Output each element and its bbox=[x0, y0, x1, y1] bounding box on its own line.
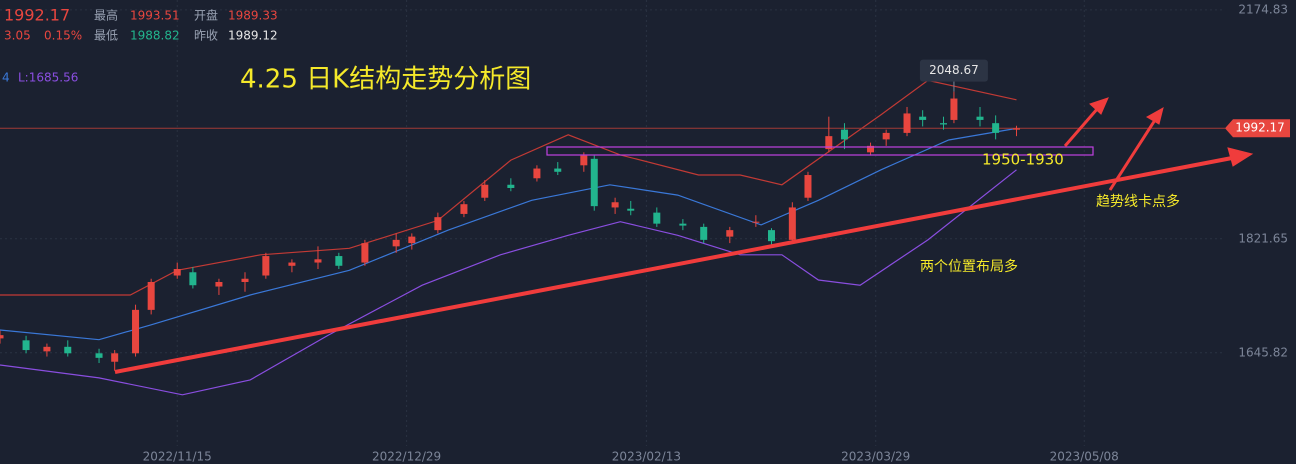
x-tick-label: 2023/03/29 bbox=[841, 450, 910, 464]
arrow-head bbox=[1089, 97, 1109, 115]
label: 最高 bbox=[94, 8, 118, 23]
low: 1988.82 bbox=[130, 29, 180, 43]
arrow-head bbox=[1227, 147, 1254, 167]
tooltip-label: 2048.67 bbox=[929, 63, 979, 77]
annotation: 趋势线卡点多 bbox=[1096, 193, 1180, 210]
candle-body bbox=[189, 272, 197, 286]
candle-body bbox=[481, 184, 489, 198]
candle-body bbox=[241, 278, 249, 282]
candle-body bbox=[392, 239, 400, 247]
zone-box bbox=[546, 146, 1094, 156]
candle-body bbox=[361, 243, 369, 263]
last-price: 1992.17 bbox=[4, 6, 70, 25]
x-tick-label: 2023/05/08 bbox=[1050, 450, 1119, 464]
candle-body bbox=[507, 184, 515, 188]
candle-body bbox=[752, 221, 760, 223]
price-tag bbox=[1225, 119, 1290, 138]
candle-body bbox=[590, 158, 598, 207]
candle-body bbox=[992, 123, 1000, 133]
candle-body bbox=[867, 145, 875, 153]
candle-body bbox=[840, 129, 848, 140]
candle-body bbox=[919, 116, 927, 120]
candle-body bbox=[580, 155, 588, 166]
indicator: 4 bbox=[2, 71, 10, 85]
open: 1989.33 bbox=[228, 9, 278, 23]
candle-body bbox=[976, 116, 984, 120]
price-tag-label: 1992.17 bbox=[1235, 121, 1285, 135]
candle-body bbox=[22, 340, 30, 351]
candle-body bbox=[940, 123, 948, 125]
candle-body bbox=[95, 353, 103, 358]
indicator: L:1685.56 bbox=[18, 71, 78, 85]
marks bbox=[0, 79, 1225, 396]
candle-body bbox=[882, 132, 890, 140]
label: 最低 bbox=[94, 29, 118, 43]
arrow bbox=[1063, 107, 1100, 147]
candle-body bbox=[950, 98, 958, 120]
candle-body bbox=[788, 207, 796, 240]
candle-body bbox=[1012, 128, 1020, 130]
tooltip-box bbox=[919, 59, 988, 82]
annotation: 两个位置布局多 bbox=[920, 258, 1018, 275]
candle-body bbox=[111, 353, 119, 362]
candle-body bbox=[43, 346, 51, 352]
candle-body bbox=[627, 208, 635, 211]
candle-body bbox=[0, 335, 4, 339]
candle-body bbox=[653, 212, 661, 224]
candle-body bbox=[679, 223, 687, 226]
y-tick-label: 2174.83 bbox=[1238, 2, 1288, 16]
candle-body bbox=[408, 236, 416, 244]
candle-body bbox=[804, 175, 812, 198]
y-tick-label: 1821.65 bbox=[1238, 231, 1288, 245]
candle-body bbox=[64, 346, 72, 354]
high: 1993.51 bbox=[130, 9, 180, 23]
candle-body bbox=[335, 256, 343, 266]
candle-body bbox=[434, 217, 442, 231]
chart-title: 4.25 日K结构走势分析图 bbox=[240, 65, 531, 95]
band-line bbox=[0, 127, 1017, 341]
candle-body bbox=[767, 230, 775, 242]
annotation: 1950-1930 bbox=[982, 151, 1064, 169]
candle-body bbox=[554, 168, 562, 172]
candle-body bbox=[262, 256, 270, 276]
trend-line bbox=[114, 156, 1233, 374]
candle-body bbox=[903, 113, 911, 133]
candle-body bbox=[460, 204, 468, 214]
candle-body bbox=[825, 136, 833, 150]
x-tick-label: 2022/12/29 bbox=[372, 450, 441, 464]
arrow bbox=[1108, 119, 1157, 191]
quote-panel: 1992.17 3.05 0.15% 最高 1993.51 开盘 1989.33… bbox=[2, 6, 278, 85]
candle-body bbox=[726, 230, 734, 237]
arrow-head bbox=[1145, 106, 1164, 125]
candle-body bbox=[700, 226, 708, 240]
candle-body bbox=[533, 168, 541, 179]
candle-body bbox=[288, 262, 296, 266]
label: 昨收 bbox=[194, 29, 218, 43]
candle-body bbox=[173, 269, 181, 276]
trend-arrows bbox=[114, 97, 1254, 374]
y-tick-label: 1645.82 bbox=[1238, 345, 1288, 359]
x-tick-label: 2023/02/13 bbox=[612, 450, 681, 464]
x-tick-label: 2022/11/15 bbox=[143, 450, 212, 464]
candle-body bbox=[147, 281, 155, 310]
candle-body bbox=[215, 281, 223, 287]
change-pct: 0.15% bbox=[44, 29, 82, 43]
candle-body bbox=[314, 259, 322, 263]
label: 开盘 bbox=[194, 8, 218, 23]
band-line bbox=[0, 169, 1017, 396]
candle-body bbox=[132, 309, 140, 354]
change: 3.05 bbox=[4, 29, 31, 43]
grid bbox=[0, 0, 1225, 446]
prev-close: 1989.12 bbox=[228, 29, 278, 43]
candle-body bbox=[611, 202, 619, 208]
